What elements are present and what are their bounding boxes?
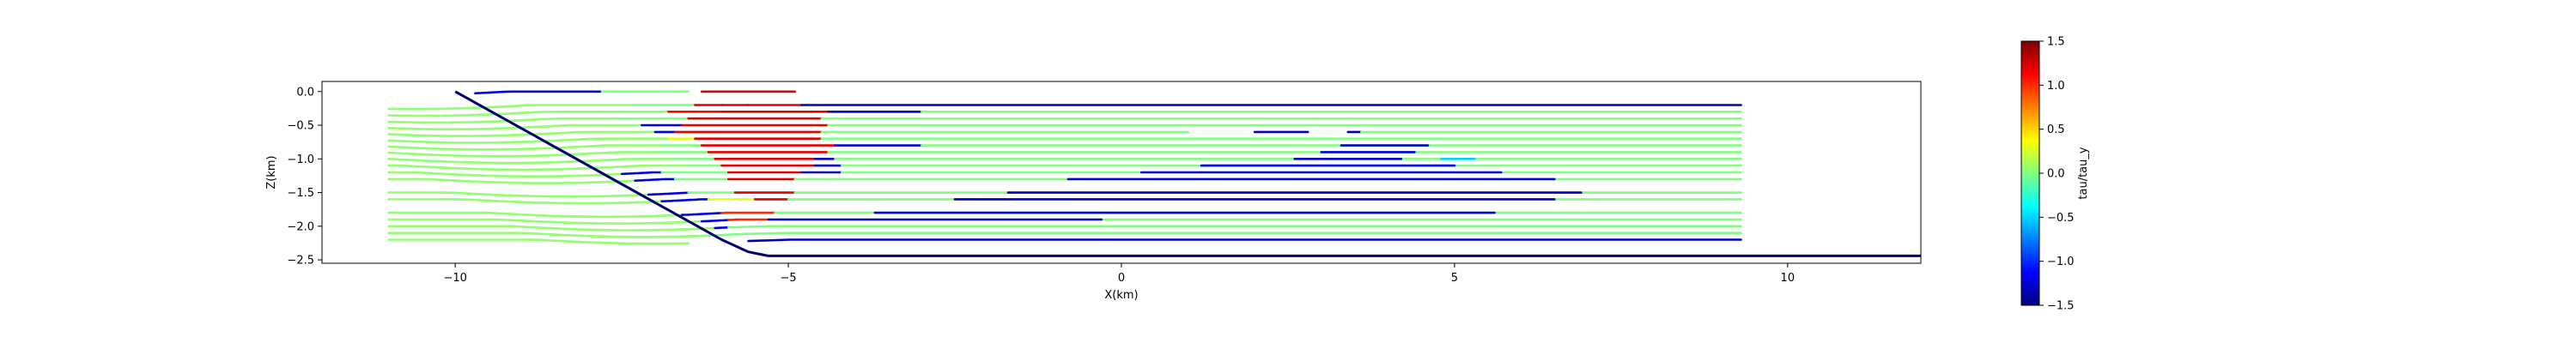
x-axis-label: X(km) (1104, 289, 1138, 302)
x-tick-label: −5 (780, 272, 796, 285)
streamline-8-segment-0 (387, 151, 657, 158)
streamline-6-segment-0 (387, 137, 670, 144)
streamline-2-segment-0 (387, 111, 623, 117)
streamline-7-segment-0 (387, 144, 664, 151)
streamline-16-segment-0 (387, 218, 703, 226)
colorbar-gradient (2020, 40, 2040, 306)
y-tick-label: −1.0 (287, 153, 314, 166)
colorbar-tick-label: −0.5 (2047, 212, 2075, 225)
y-tick-label: −0.5 (287, 120, 314, 133)
colorbar: 1.5 1.0 0.5 0.0 −0.5 −1.0 −1.5 tau/tau_y (2020, 36, 2090, 313)
streamline-4-segment-0 (387, 123, 643, 130)
streamline-11-segment-0 (387, 171, 623, 178)
y-tick-label: −1.5 (287, 187, 314, 200)
streamlines (387, 90, 1742, 245)
streamline-5-segment-0 (387, 130, 657, 137)
plot-area (387, 90, 1921, 257)
x-tick-label: −10 (443, 272, 466, 285)
streamline-18-segment-0 (387, 232, 703, 238)
streamline-15-segment-0 (387, 211, 683, 219)
ramp-and-base-boundary (454, 90, 1921, 257)
streamline-1-segment-0 (387, 104, 636, 111)
streamline-9-segment-0 (387, 158, 677, 165)
streamline-19-segment-0 (387, 238, 690, 245)
streamline-3-segment-0 (387, 117, 617, 124)
colorbar-ticks: 1.5 1.0 0.5 0.0 −0.5 −1.0 −1.5 (2039, 36, 2075, 313)
colorbar-tick-label: 1.5 (2047, 36, 2065, 49)
y-tick-label: −2.5 (287, 255, 314, 268)
colorbar-tick-label: 0.5 (2047, 123, 2065, 136)
streamline-10-segment-0 (387, 164, 690, 172)
streamline-11-segment-1 (620, 171, 664, 176)
x-tick-label: 0 (1118, 272, 1125, 285)
colorbar-tick-label: 0.0 (2047, 168, 2065, 181)
y-axis-ticks: 0.0 −0.5 −1.0 −1.5 −2.0 −2.5 (287, 86, 322, 268)
streamline-19-segment-1 (747, 238, 1742, 243)
x-tick-label: 10 (1781, 272, 1795, 285)
streamline-17-segment-2 (726, 225, 1742, 229)
streamline-13-segment-1 (647, 191, 690, 196)
streamline-17-segment-1 (714, 226, 730, 230)
colorbar-label: tau/tau_y (2077, 147, 2090, 199)
colorbar-tick-label: −1.0 (2047, 256, 2075, 268)
streamline-12-segment-0 (387, 178, 636, 184)
streamline-17-segment-0 (387, 225, 717, 232)
colorbar-tick-label: −1.5 (2047, 300, 2075, 313)
streamline-13-segment-0 (387, 191, 650, 198)
y-tick-label: −2.0 (287, 220, 314, 233)
streamline-15-segment-1 (680, 212, 723, 216)
streamline-14-segment-1 (660, 198, 710, 203)
streamline-16-segment-1 (700, 219, 730, 223)
colorbar-tick-label: 1.0 (2047, 80, 2065, 93)
y-axis-label: Z(km) (265, 155, 278, 189)
streamline-18-segment-1 (700, 232, 1742, 238)
streamline-14-segment-0 (387, 198, 664, 205)
streamline-0-segment-0 (474, 90, 604, 95)
y-tick-label: 0.0 (296, 86, 314, 99)
x-tick-label: 5 (1451, 272, 1458, 285)
streamline-12-segment-1 (634, 178, 677, 182)
x-axis-ticks: −10 −5 0 5 10 (443, 263, 1795, 285)
